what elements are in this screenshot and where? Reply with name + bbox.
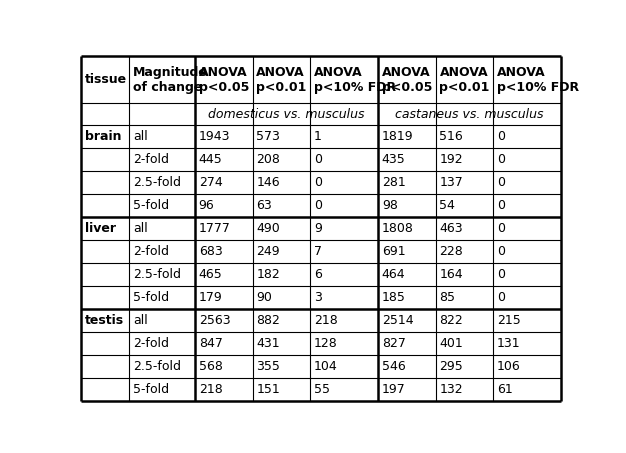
Text: all: all [133,130,148,143]
Text: ANOVA
p<0.01: ANOVA p<0.01 [257,66,307,94]
Text: 882: 882 [257,314,280,327]
Text: ANOVA
p<0.01: ANOVA p<0.01 [439,66,490,94]
Text: 218: 218 [314,314,338,327]
Text: 0: 0 [497,245,505,258]
Text: 822: 822 [439,314,463,327]
Text: 2.5-fold: 2.5-fold [133,176,181,189]
Text: 2-fold: 2-fold [133,245,169,258]
Text: 1: 1 [314,130,322,143]
Text: 516: 516 [439,130,463,143]
Text: 2-fold: 2-fold [133,153,169,166]
Text: 1808: 1808 [382,222,414,235]
Text: 151: 151 [257,383,280,396]
Text: 431: 431 [257,337,280,350]
Text: 179: 179 [198,291,222,304]
Text: 96: 96 [198,199,215,212]
Text: all: all [133,222,148,235]
Text: 2514: 2514 [382,314,413,327]
Text: 192: 192 [439,153,463,166]
Text: 435: 435 [382,153,406,166]
Text: 63: 63 [257,199,272,212]
Text: 131: 131 [497,337,521,350]
Text: 3: 3 [314,291,322,304]
Text: 1943: 1943 [198,130,230,143]
Text: 106: 106 [497,360,521,373]
Text: tissue: tissue [85,73,126,86]
Text: 128: 128 [314,337,338,350]
Text: 54: 54 [439,199,455,212]
Text: all: all [133,314,148,327]
Text: 55: 55 [314,383,330,396]
Text: 0: 0 [314,176,322,189]
Text: 208: 208 [257,153,280,166]
Text: 847: 847 [198,337,223,350]
Text: 85: 85 [439,291,456,304]
Text: 146: 146 [257,176,280,189]
Text: 228: 228 [439,245,463,258]
Text: Magnitude
of change: Magnitude of change [133,66,208,94]
Text: 0: 0 [497,291,505,304]
Text: 2.5-fold: 2.5-fold [133,360,181,373]
Text: 0: 0 [497,153,505,166]
Text: 5-fold: 5-fold [133,383,169,396]
Text: testis: testis [85,314,124,327]
Text: 104: 104 [314,360,338,373]
Text: 1777: 1777 [198,222,230,235]
Text: 9: 9 [314,222,322,235]
Text: 98: 98 [382,199,398,212]
Text: 185: 185 [382,291,406,304]
Text: 90: 90 [257,291,272,304]
Text: 445: 445 [198,153,222,166]
Text: 5-fold: 5-fold [133,199,169,212]
Text: 546: 546 [382,360,406,373]
Text: 0: 0 [497,268,505,281]
Text: 218: 218 [198,383,222,396]
Text: 0: 0 [314,153,322,166]
Text: 464: 464 [382,268,406,281]
Text: ANOVA
p<10% FDR: ANOVA p<10% FDR [497,66,579,94]
Text: 137: 137 [439,176,463,189]
Text: 0: 0 [497,199,505,212]
Text: 295: 295 [439,360,463,373]
Text: liver: liver [85,222,116,235]
Text: castaneus vs. musculus: castaneus vs. musculus [395,107,544,120]
Text: 465: 465 [198,268,222,281]
Text: ANOVA
p<0.05: ANOVA p<0.05 [198,66,249,94]
Text: 573: 573 [257,130,280,143]
Text: 281: 281 [382,176,406,189]
Text: domesticus vs. musculus: domesticus vs. musculus [208,107,364,120]
Text: 355: 355 [257,360,280,373]
Text: 2.5-fold: 2.5-fold [133,268,181,281]
Text: 827: 827 [382,337,406,350]
Text: 274: 274 [198,176,222,189]
Text: 691: 691 [382,245,406,258]
Text: 1819: 1819 [382,130,413,143]
Text: 182: 182 [257,268,280,281]
Text: 2-fold: 2-fold [133,337,169,350]
Text: ANOVA
p<10% FDR: ANOVA p<10% FDR [314,66,396,94]
Text: 197: 197 [382,383,406,396]
Text: 6: 6 [314,268,322,281]
Text: 0: 0 [497,222,505,235]
Text: 2563: 2563 [198,314,230,327]
Text: brain: brain [85,130,121,143]
Text: 7: 7 [314,245,322,258]
Text: 683: 683 [198,245,222,258]
Text: 568: 568 [198,360,223,373]
Text: 463: 463 [439,222,463,235]
Text: 401: 401 [439,337,463,350]
Text: 0: 0 [497,176,505,189]
Text: 164: 164 [439,268,463,281]
Text: 0: 0 [497,130,505,143]
Text: 5-fold: 5-fold [133,291,169,304]
Text: 249: 249 [257,245,280,258]
Text: 132: 132 [439,383,463,396]
Text: 490: 490 [257,222,280,235]
Text: 61: 61 [497,383,513,396]
Text: 0: 0 [314,199,322,212]
Text: ANOVA
p<0.05: ANOVA p<0.05 [382,66,432,94]
Text: 215: 215 [497,314,521,327]
